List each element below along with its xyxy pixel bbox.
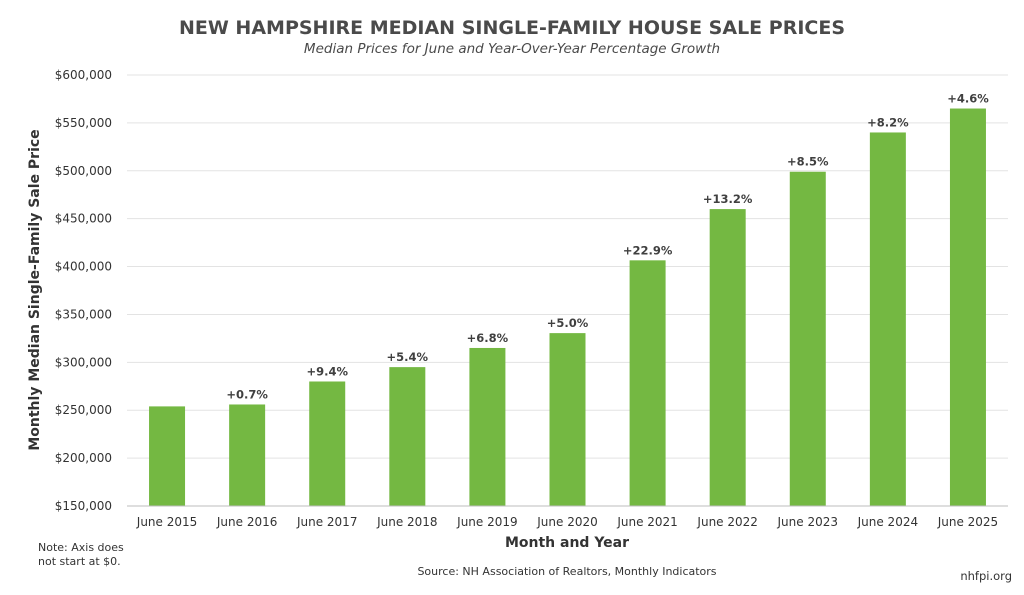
x-axis-label: Month and Year [505, 535, 629, 551]
x-tick-label: June 2025 [937, 515, 999, 529]
bar [389, 367, 426, 506]
data-labels: +0.7% +9.4% +5.4% +6.8% +5.0% +22.9% +13.2% +8.… [226, 92, 989, 402]
x-tick-label: June 2022 [696, 515, 758, 529]
data-label: +4.6% [947, 92, 989, 106]
bar [309, 381, 346, 506]
x-axis-ticks: June 2015 June 2016 June 2017 June 2018 June… [136, 515, 998, 529]
bar [869, 132, 906, 506]
data-label: +22.9% [623, 243, 673, 257]
y-tick-label: $350,000 [55, 307, 112, 321]
bar [469, 347, 506, 506]
y-tick-label: $250,000 [55, 403, 112, 417]
data-label: +6.8% [467, 331, 509, 345]
data-label: +5.4% [387, 350, 429, 364]
y-tick-label: $600,000 [55, 68, 112, 82]
bar [629, 260, 666, 506]
data-label: +9.4% [306, 364, 348, 378]
x-tick-label: June 2015 [136, 515, 198, 529]
bars [149, 108, 986, 507]
x-tick-label: June 2019 [456, 515, 518, 529]
y-axis-label: Monthly Median Single-Family Sale Price [27, 129, 43, 450]
y-tick-label: $450,000 [55, 212, 112, 226]
x-tick-label: June 2021 [616, 515, 678, 529]
y-tick-label: $300,000 [55, 355, 112, 369]
gridlines [127, 74, 1008, 459]
chart-subtitle: Median Prices for June and Year-Over-Yea… [304, 41, 720, 57]
bar [549, 333, 586, 506]
data-label: +8.2% [867, 115, 909, 129]
bar [229, 404, 266, 506]
y-tick-label: $550,000 [55, 116, 112, 130]
x-tick-label: June 2017 [296, 515, 358, 529]
y-tick-label: $400,000 [55, 260, 112, 274]
data-label: +8.5% [787, 155, 829, 169]
data-label: +0.7% [226, 387, 268, 401]
chart-title: NEW HAMPSHIRE MEDIAN SINGLE-FAMILY HOUSE… [179, 17, 845, 39]
data-label: +13.2% [703, 192, 753, 206]
source-note: Source: NH Association of Realtors, Mont… [417, 565, 716, 578]
data-label: +5.0% [547, 316, 589, 330]
x-tick-label: June 2020 [536, 515, 598, 529]
bar [789, 171, 826, 507]
x-tick-label: June 2024 [857, 515, 919, 529]
site-credit: nhfpi.org [960, 569, 1012, 583]
y-tick-label: $150,000 [55, 499, 112, 513]
x-tick-label: June 2016 [216, 515, 278, 529]
axis-note-line1: Note: Axis does [38, 541, 124, 554]
x-tick-label: June 2023 [777, 515, 839, 529]
y-tick-label: $500,000 [55, 164, 112, 178]
y-tick-label: $200,000 [55, 451, 112, 465]
bar [949, 108, 986, 507]
bar [149, 406, 186, 506]
axis-note-line2: not start at $0. [38, 555, 121, 568]
y-axis-ticks: $150,000 $200,000 $250,000 $300,000 $350,000… [55, 68, 112, 513]
bar [709, 209, 746, 507]
x-tick-label: June 2018 [376, 515, 438, 529]
